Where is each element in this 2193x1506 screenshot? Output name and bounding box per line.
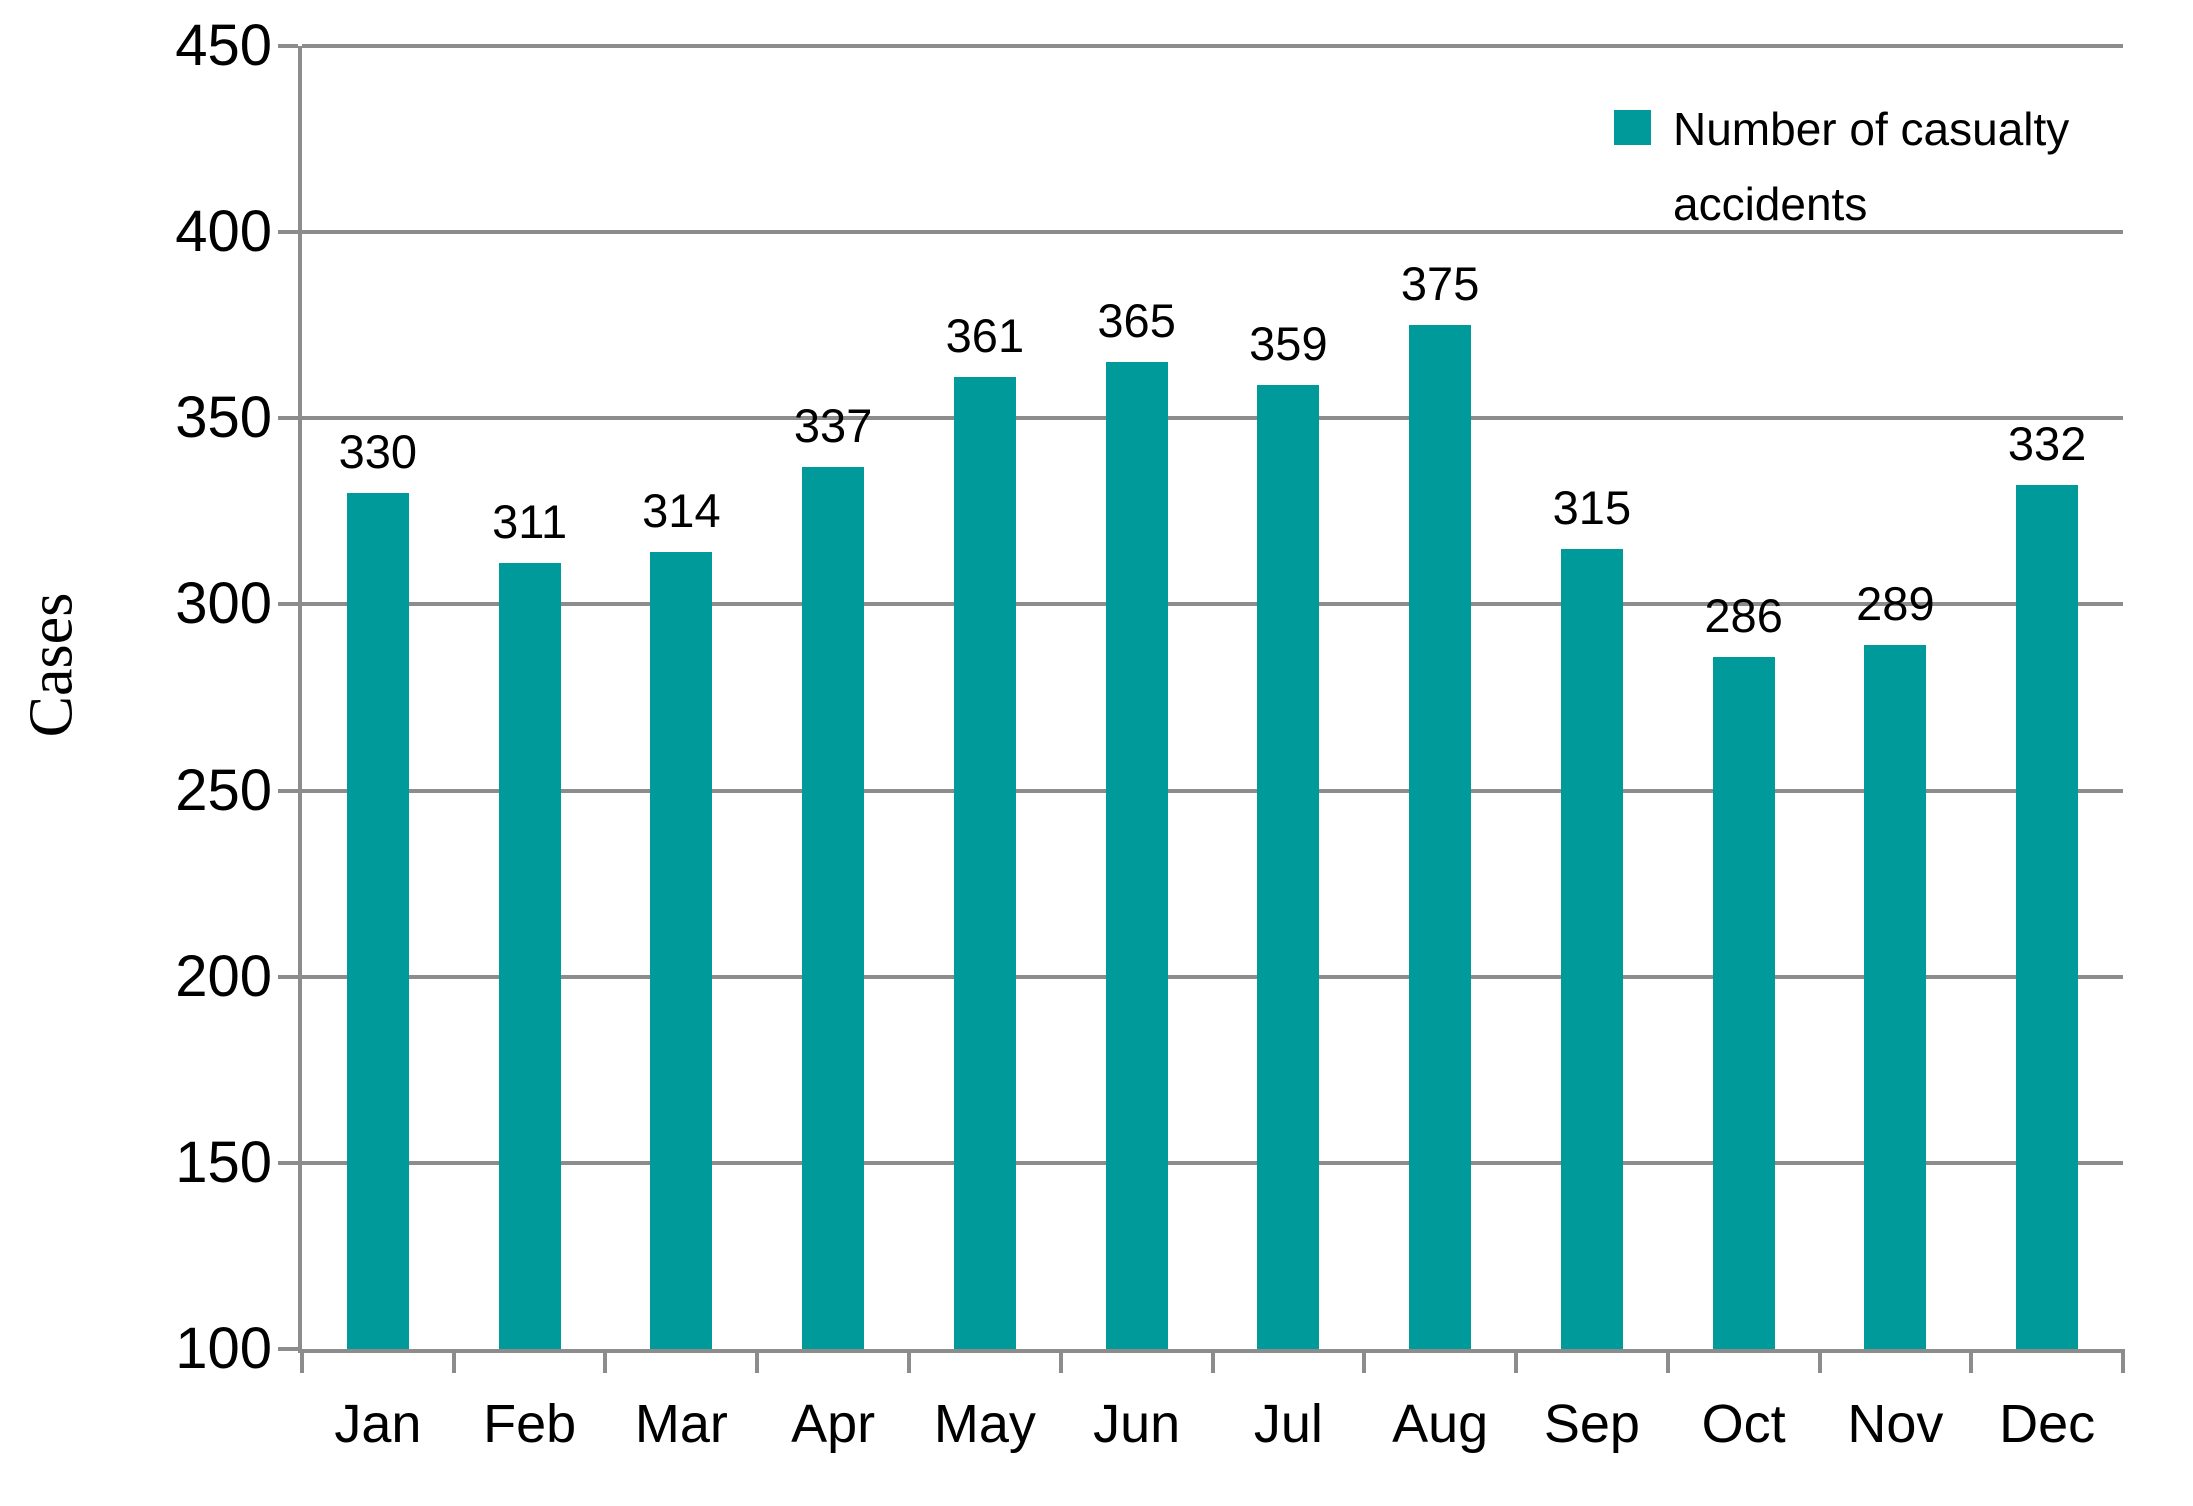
bar-value-label-may: 361 — [945, 309, 1025, 363]
y-tick-label-100: 100 — [175, 1316, 272, 1381]
bar-value-label-feb: 311 — [492, 495, 568, 549]
x-axis-tick-2 — [603, 1349, 608, 1373]
x-axis-tick-10 — [1817, 1349, 1822, 1373]
gridline-450 — [302, 44, 2123, 48]
bar-apr — [802, 466, 865, 1349]
bar-feb — [498, 563, 561, 1349]
bar-sep — [1560, 548, 1623, 1349]
y-tick-label-200: 200 — [175, 943, 272, 1009]
x-axis-label-may: May — [933, 1394, 1036, 1454]
gridline-250 — [302, 788, 2123, 793]
bar-oct — [1712, 656, 1775, 1349]
x-axis-label-nov: Nov — [1847, 1394, 1944, 1454]
y-tick-label-150: 150 — [175, 1129, 272, 1195]
x-axis-label-oct: Oct — [1701, 1394, 1786, 1454]
y-axis-tick-300 — [278, 602, 298, 607]
gridline-350 — [302, 416, 2123, 421]
bar-value-label-jun: 365 — [1097, 294, 1176, 348]
x-axis-label-feb: Feb — [483, 1394, 577, 1454]
bar-jan — [346, 492, 409, 1349]
y-tick-label-350: 350 — [175, 385, 272, 451]
y-axis-tick-250 — [278, 788, 298, 793]
x-axis-label-aug: Aug — [1392, 1394, 1489, 1454]
gridline-400 — [302, 230, 2123, 235]
bar-value-label-apr: 337 — [793, 398, 873, 452]
x-axis-tick-5 — [1058, 1349, 1063, 1373]
bar-value-label-jul: 359 — [1249, 316, 1328, 370]
bar-mar — [650, 552, 713, 1349]
legend-swatch-icon — [1614, 110, 1651, 145]
bar-value-label-mar: 314 — [642, 484, 721, 538]
bar-aug — [1409, 325, 1472, 1349]
x-axis-tick-3 — [755, 1349, 760, 1373]
y-tick-label-300: 300 — [175, 571, 272, 637]
y-axis-tick-100 — [278, 1347, 298, 1351]
x-axis-tick-7 — [1362, 1349, 1367, 1373]
x-axis-label-jul: Jul — [1253, 1394, 1323, 1454]
x-axis-tick-8 — [1513, 1349, 1518, 1373]
bar-jul — [1257, 384, 1320, 1349]
y-axis-tick-150 — [278, 1160, 298, 1165]
y-axis-tick-200 — [278, 974, 298, 979]
gridline-150 — [302, 1160, 2123, 1165]
bar-value-label-dec: 332 — [2007, 417, 2087, 471]
gridline-200 — [302, 974, 2123, 979]
gridline-300 — [302, 602, 2123, 607]
bar-value-label-sep: 315 — [1552, 480, 1632, 534]
bar-value-label-nov: 289 — [1856, 577, 1935, 631]
bar-value-label-oct: 286 — [1704, 588, 1783, 642]
bar-dec — [2016, 485, 2079, 1349]
bar-value-label-aug: 375 — [1400, 257, 1480, 311]
y-tick-label-250: 250 — [175, 757, 272, 823]
x-axis-tick-1 — [451, 1349, 456, 1373]
bar-jun — [1105, 362, 1168, 1349]
y-axis-tick-450 — [278, 44, 298, 48]
x-axis-label-jan: Jan — [334, 1394, 422, 1454]
x-axis-tick-0 — [300, 1349, 304, 1373]
plot-area: Number of casualty accidents 100 150 200 25… — [175, 17, 2125, 1451]
x-axis-tick-6 — [1210, 1349, 1215, 1373]
x-axis-tick-4 — [906, 1349, 911, 1373]
y-tick-label-450: 450 — [175, 13, 272, 78]
y-tick-label-400: 400 — [175, 199, 272, 265]
x-axis-label-jun: Jun — [1093, 1394, 1181, 1454]
y-axis-tick-350 — [278, 416, 298, 421]
x-axis-label-apr: Apr — [791, 1394, 876, 1454]
x-axis-tick-12 — [2121, 1349, 2125, 1373]
bar-may — [953, 377, 1016, 1349]
y-axis-tick-400 — [278, 230, 298, 235]
bar-value-label-jan: 330 — [338, 424, 418, 478]
legend: Number of casualty accidents — [1614, 92, 2178, 242]
x-axis-tick-11 — [1969, 1349, 1974, 1373]
x-axis-label-mar: Mar — [634, 1394, 728, 1454]
x-axis-label-dec: Dec — [1999, 1394, 2096, 1454]
legend-label: Number of casualty accidents — [1673, 103, 2070, 230]
bar-nov — [1864, 645, 1927, 1349]
x-axis-label-sep: Sep — [1543, 1394, 1640, 1454]
x-axis-tick-9 — [1665, 1349, 1670, 1373]
